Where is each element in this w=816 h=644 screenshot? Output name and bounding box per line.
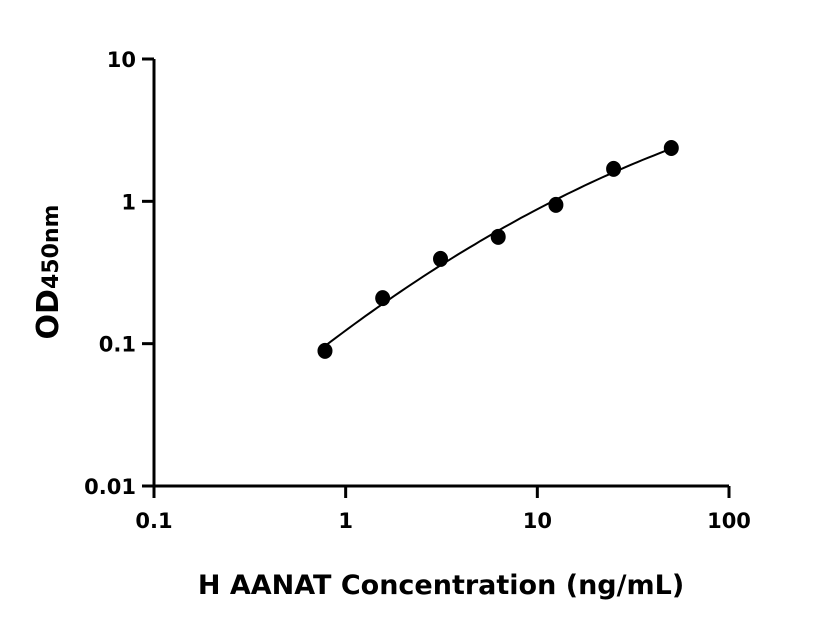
x-axis-label: H AANAT Concentration (ng/mL) <box>198 570 684 601</box>
data-point <box>490 228 506 245</box>
y-tick-label: 10 <box>107 48 136 72</box>
data-point <box>663 139 679 156</box>
y-tick-label: 0.1 <box>99 333 136 357</box>
x-tick-label: 1 <box>338 509 353 533</box>
fit-curve <box>324 147 672 347</box>
y-tick-label: 1 <box>121 190 136 214</box>
x-tick-label: 0.1 <box>135 509 172 533</box>
data-point <box>433 250 449 267</box>
y-axis-label: OD450nm <box>31 205 66 340</box>
x-tick-label: 100 <box>707 509 751 533</box>
y-axis-label-sub: 450nm <box>39 205 64 290</box>
y-axis-label-main: OD <box>31 289 66 339</box>
y-tick-label: 0.01 <box>84 475 136 499</box>
data-point <box>375 290 391 307</box>
data-point <box>317 342 333 359</box>
x-tick-label: 10 <box>523 509 552 533</box>
data-point <box>606 160 622 177</box>
data-point <box>548 196 564 213</box>
